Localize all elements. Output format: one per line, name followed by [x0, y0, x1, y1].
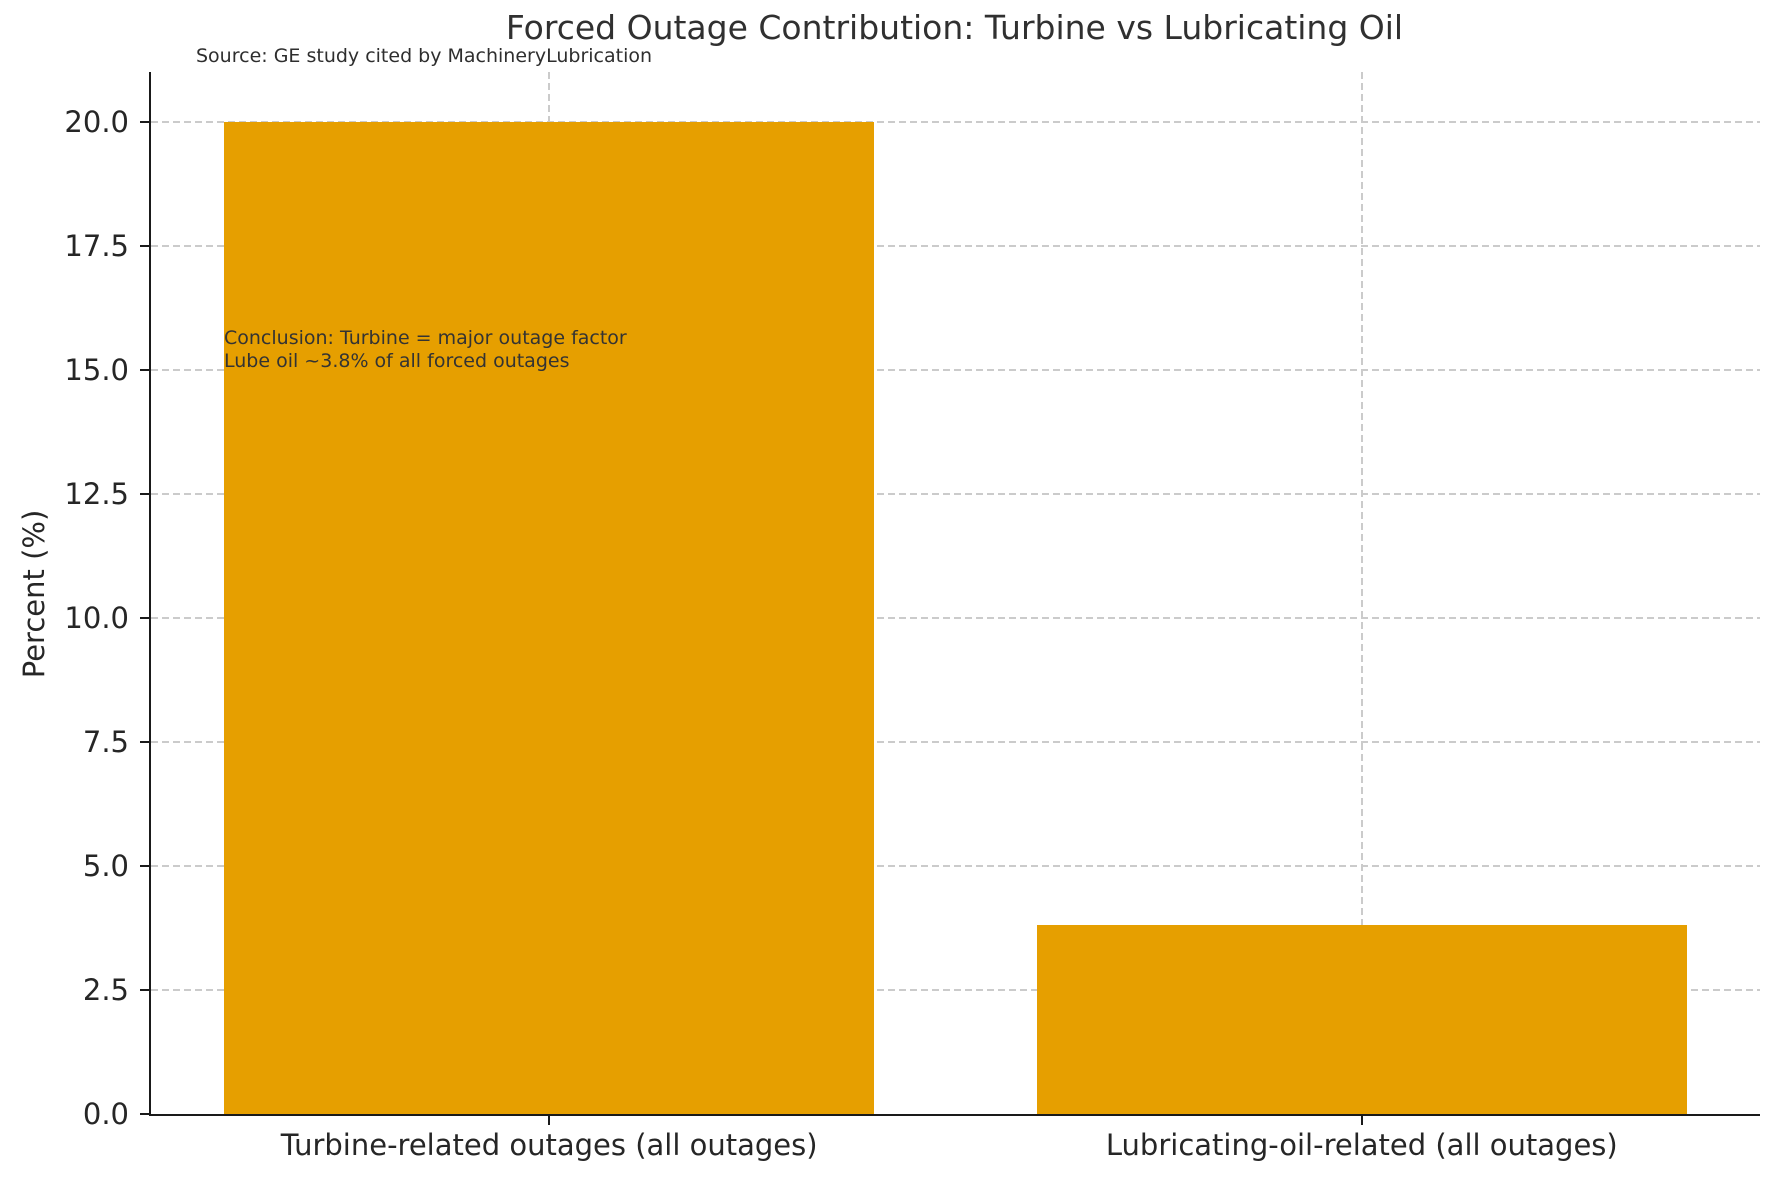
- bar: [224, 121, 875, 1114]
- annotation-line-1: Conclusion: Turbine = major outage facto…: [224, 327, 627, 349]
- h-gridline: [151, 244, 1760, 247]
- y-tick-label: 20.0: [64, 104, 129, 139]
- y-tick-label: 0.0: [82, 1097, 129, 1131]
- source-note: Source: GE study cited by MachineryLubri…: [196, 45, 653, 67]
- y-axis-title: Percent (%): [17, 509, 51, 679]
- h-gridline: [151, 492, 1760, 495]
- y-tick-mark: [140, 988, 149, 991]
- h-gridline: [151, 864, 1760, 867]
- h-gridline: [151, 740, 1760, 743]
- y-tick-label: 2.5: [82, 972, 129, 1007]
- y-tick-mark: [140, 244, 149, 247]
- y-tick-mark: [140, 864, 149, 867]
- y-tick-mark: [140, 368, 149, 371]
- y-tick-mark: [140, 1113, 149, 1115]
- x-tick-mark: [1360, 1116, 1363, 1125]
- y-tick-label: 12.5: [64, 476, 129, 511]
- y-tick-mark: [140, 492, 149, 495]
- h-gridline: [151, 368, 1760, 371]
- x-tick-label: Lubricating-oil-related (all outages): [1105, 1128, 1618, 1162]
- y-tick-mark: [140, 120, 149, 123]
- y-tick-mark: [140, 740, 149, 743]
- y-tick-mark: [140, 616, 149, 619]
- bar: [1036, 925, 1687, 1114]
- y-tick-label: 15.0: [64, 352, 129, 387]
- h-gridline: [151, 988, 1760, 991]
- v-gridline: [1360, 72, 1363, 1114]
- x-tick-label: Turbine-related outages (all outages): [280, 1128, 818, 1162]
- y-tick-label: 10.0: [64, 600, 129, 635]
- annotation-note: Conclusion: Turbine = major outage facto…: [224, 327, 627, 373]
- plot-area: Conclusion: Turbine = major outage facto…: [64, 72, 1760, 1162]
- y-tick-label: 17.5: [64, 228, 129, 263]
- y-tick-label: 7.5: [82, 724, 129, 759]
- h-gridline: [151, 616, 1760, 619]
- annotation-line-2: Lube oil ~3.8% of all forced outages: [224, 350, 570, 372]
- x-tick-mark: [548, 1116, 551, 1125]
- y-tick-label: 5.0: [82, 848, 129, 883]
- h-gridline: [151, 120, 1760, 123]
- chart-title: Forced Outage Contribution: Turbine vs L…: [505, 8, 1404, 47]
